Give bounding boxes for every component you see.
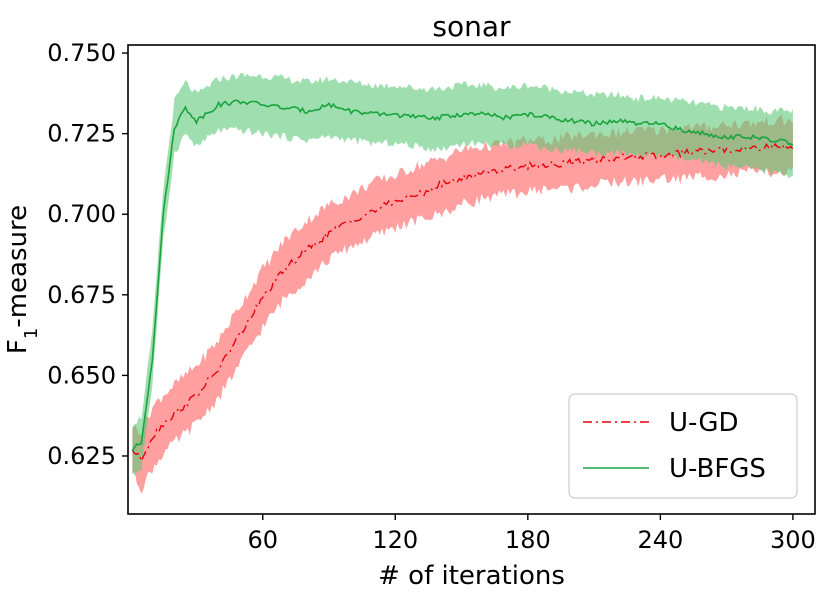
y-tick-label: 0.750 bbox=[47, 39, 116, 67]
x-tick-label: 240 bbox=[637, 526, 683, 554]
series-lines bbox=[131, 99, 794, 464]
y-tick-label: 0.650 bbox=[47, 361, 116, 389]
x-tick-label: 300 bbox=[770, 526, 816, 554]
confidence-bands bbox=[132, 72, 793, 494]
y-tick-label: 0.675 bbox=[47, 281, 116, 309]
y-tick-label: 0.725 bbox=[47, 120, 116, 148]
y-axis-label-rest: -measure bbox=[3, 205, 33, 328]
y-axis-label-main: F bbox=[3, 339, 33, 354]
y-tick-label: 0.625 bbox=[47, 442, 116, 470]
y-axis-label-subscript: 1 bbox=[21, 328, 42, 339]
legend: U-GD U-BFGS bbox=[568, 393, 798, 499]
line-u-gd bbox=[131, 142, 794, 464]
x-tick-label: 120 bbox=[372, 526, 418, 554]
x-tick-label: 60 bbox=[247, 526, 278, 554]
x-axis-ticks: 60 120 180 240 300 bbox=[247, 514, 816, 554]
chart-title: sonar bbox=[432, 10, 511, 43]
y-axis-label: F1-measure bbox=[3, 205, 42, 354]
line-u-bfgs bbox=[131, 99, 794, 452]
y-tick-label: 0.700 bbox=[47, 200, 116, 228]
y-axis-ticks: 0.625 0.650 0.675 0.700 0.725 0.750 bbox=[47, 39, 128, 470]
band-u-bfgs bbox=[132, 72, 793, 476]
x-tick-label: 180 bbox=[505, 526, 551, 554]
x-axis-label: # of iterations bbox=[378, 561, 565, 591]
legend-box bbox=[568, 393, 798, 499]
plot-frame bbox=[127, 44, 816, 515]
legend-label-u-gd: U-GD bbox=[669, 408, 739, 438]
legend-label-u-bfgs: U-BFGS bbox=[669, 454, 766, 484]
